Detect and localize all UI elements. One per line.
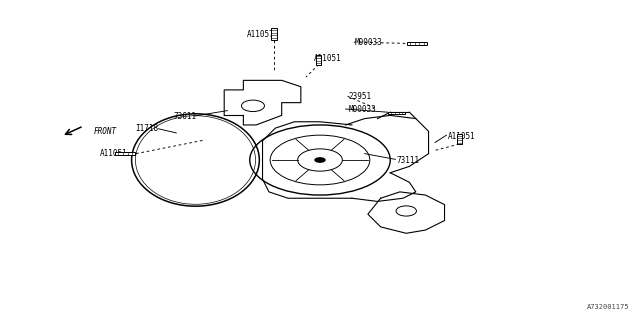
Text: A11051: A11051 xyxy=(314,53,341,62)
Text: M00033: M00033 xyxy=(355,38,383,47)
Bar xyxy=(407,43,428,45)
Text: A11051: A11051 xyxy=(100,149,127,158)
Bar xyxy=(115,152,136,155)
Text: A732001175: A732001175 xyxy=(588,304,630,310)
Text: M00033: M00033 xyxy=(349,105,376,114)
Bar xyxy=(457,134,462,144)
Circle shape xyxy=(314,157,326,163)
Bar xyxy=(271,28,277,40)
Text: 23951: 23951 xyxy=(349,92,372,101)
Text: A11051: A11051 xyxy=(448,132,476,140)
Text: 73111: 73111 xyxy=(397,156,420,164)
Bar xyxy=(316,54,321,65)
Text: I1718: I1718 xyxy=(135,124,158,132)
Text: FRONT: FRONT xyxy=(93,127,116,136)
Text: A11057: A11057 xyxy=(246,30,275,39)
Text: 73611: 73611 xyxy=(173,113,196,122)
Bar xyxy=(388,112,405,114)
